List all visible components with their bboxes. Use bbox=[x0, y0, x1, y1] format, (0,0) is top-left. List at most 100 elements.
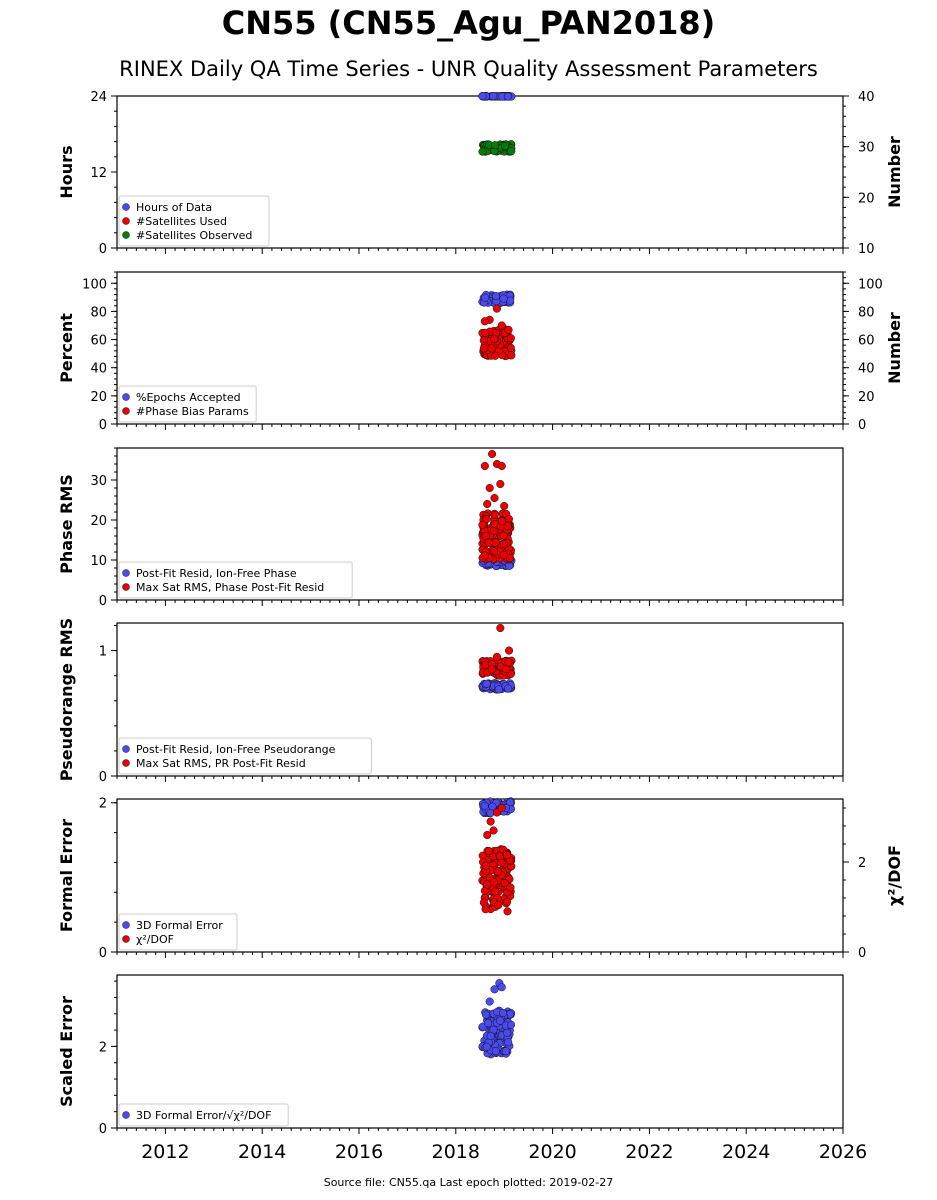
data-point bbox=[490, 985, 499, 994]
data-point bbox=[479, 898, 488, 907]
legend-label: Hours of Data bbox=[136, 201, 212, 214]
panel-frame bbox=[116, 974, 844, 1129]
y-right-tick-label: 100 bbox=[858, 277, 883, 292]
y-right-tick-label: 10 bbox=[858, 242, 875, 257]
y-right-axis-label: Number bbox=[885, 312, 904, 384]
legend-label: 3D Formal Error/√χ²/DOF bbox=[136, 1109, 271, 1122]
y-right-tick-label: 20 bbox=[858, 390, 875, 405]
y-tick-label: 2 bbox=[99, 797, 107, 812]
y-axis-label: Formal Error bbox=[57, 819, 76, 932]
data-point bbox=[490, 493, 499, 503]
y-axis-label: Scaled Error bbox=[57, 996, 76, 1107]
legend-label: Post-Fit Resid, Ion-Free Phase bbox=[136, 567, 297, 580]
legend-label: #Phase Bias Params bbox=[136, 405, 249, 418]
data-point bbox=[506, 334, 515, 343]
data-point bbox=[503, 907, 512, 916]
legend-marker bbox=[122, 203, 130, 211]
data-point bbox=[483, 830, 492, 840]
data-point bbox=[499, 540, 508, 549]
y-right-tick-label: 40 bbox=[858, 362, 875, 377]
data-point bbox=[507, 147, 516, 156]
data-point bbox=[498, 1009, 508, 1018]
legend-label: Max Sat RMS, PR Post-Fit Resid bbox=[136, 757, 306, 770]
data-point bbox=[496, 623, 505, 633]
data-point bbox=[488, 449, 497, 459]
y-tick-label: 24 bbox=[90, 90, 107, 105]
y-right-tick-label: 20 bbox=[858, 191, 875, 206]
data-point bbox=[504, 646, 514, 655]
data-point bbox=[503, 897, 512, 906]
legend-marker bbox=[122, 393, 130, 401]
panel-frame bbox=[116, 447, 844, 601]
legend-label: #Satellites Used bbox=[136, 215, 227, 228]
data-point bbox=[504, 684, 513, 693]
y-tick-label: 0 bbox=[99, 418, 107, 433]
y-right-axis-label: Number bbox=[885, 136, 904, 208]
data-point bbox=[480, 317, 489, 326]
y-right-tick-label: 40 bbox=[858, 90, 875, 105]
x-tick-label: 2016 bbox=[335, 1141, 383, 1163]
data-point bbox=[500, 141, 510, 150]
legend-label: 3D Formal Error bbox=[136, 919, 223, 932]
y-right-tick-label: 2 bbox=[858, 856, 866, 871]
y-tick-label: 60 bbox=[90, 334, 107, 349]
legend-marker bbox=[122, 921, 130, 929]
y-tick-label: 0 bbox=[99, 770, 107, 785]
data-point bbox=[487, 665, 496, 674]
data-point bbox=[497, 321, 506, 330]
data-point bbox=[480, 461, 489, 471]
data-point bbox=[500, 501, 509, 511]
legend-box bbox=[118, 1103, 289, 1127]
x-tick-label: 2020 bbox=[528, 1141, 576, 1163]
data-point bbox=[504, 1038, 513, 1047]
data-point bbox=[500, 879, 509, 888]
data-point bbox=[492, 652, 501, 661]
legend-box bbox=[118, 385, 257, 423]
legend-marker bbox=[122, 231, 130, 239]
data-point bbox=[502, 851, 512, 860]
y-axis-label: Phase RMS bbox=[57, 474, 76, 574]
x-tick-label: 2018 bbox=[432, 1141, 480, 1163]
legend-box bbox=[118, 561, 353, 599]
legend-marker bbox=[122, 759, 130, 767]
y-tick-label: 10 bbox=[90, 554, 107, 569]
data-point bbox=[481, 328, 490, 337]
data-point bbox=[478, 147, 487, 156]
y-tick-label: 40 bbox=[90, 362, 107, 377]
data-point bbox=[499, 531, 508, 540]
data-point bbox=[503, 92, 513, 101]
y-right-tick-label: 80 bbox=[858, 305, 875, 320]
x-tick-label: 2022 bbox=[625, 1141, 673, 1163]
legend-box bbox=[118, 195, 270, 247]
data-point bbox=[481, 861, 490, 870]
data-point bbox=[497, 461, 506, 471]
y-right-tick-label: 0 bbox=[858, 418, 866, 433]
y-tick-label: 0 bbox=[99, 242, 107, 257]
data-point bbox=[484, 538, 493, 547]
data-point bbox=[506, 343, 515, 352]
data-point bbox=[487, 344, 496, 353]
data-point bbox=[492, 304, 501, 313]
data-point bbox=[491, 141, 500, 150]
data-point bbox=[490, 878, 499, 887]
data-point bbox=[480, 551, 489, 560]
data-point bbox=[483, 499, 492, 509]
data-point bbox=[499, 294, 508, 303]
data-point bbox=[504, 658, 513, 667]
legend-marker bbox=[122, 583, 130, 591]
data-point bbox=[490, 334, 499, 343]
data-point bbox=[482, 515, 491, 524]
data-point bbox=[481, 905, 490, 914]
data-point bbox=[490, 510, 499, 520]
data-point bbox=[482, 679, 491, 688]
data-point bbox=[478, 520, 487, 529]
panel-frame bbox=[116, 798, 844, 953]
data-point bbox=[493, 867, 502, 876]
y-axis-label: Percent bbox=[57, 313, 76, 383]
y-right-tick-label: 0 bbox=[858, 946, 866, 961]
legend-marker bbox=[122, 407, 130, 415]
x-tick-label: 2012 bbox=[141, 1141, 189, 1163]
data-point bbox=[496, 1016, 505, 1025]
legend-label: Max Sat RMS, Phase Post-Fit Resid bbox=[136, 581, 324, 594]
